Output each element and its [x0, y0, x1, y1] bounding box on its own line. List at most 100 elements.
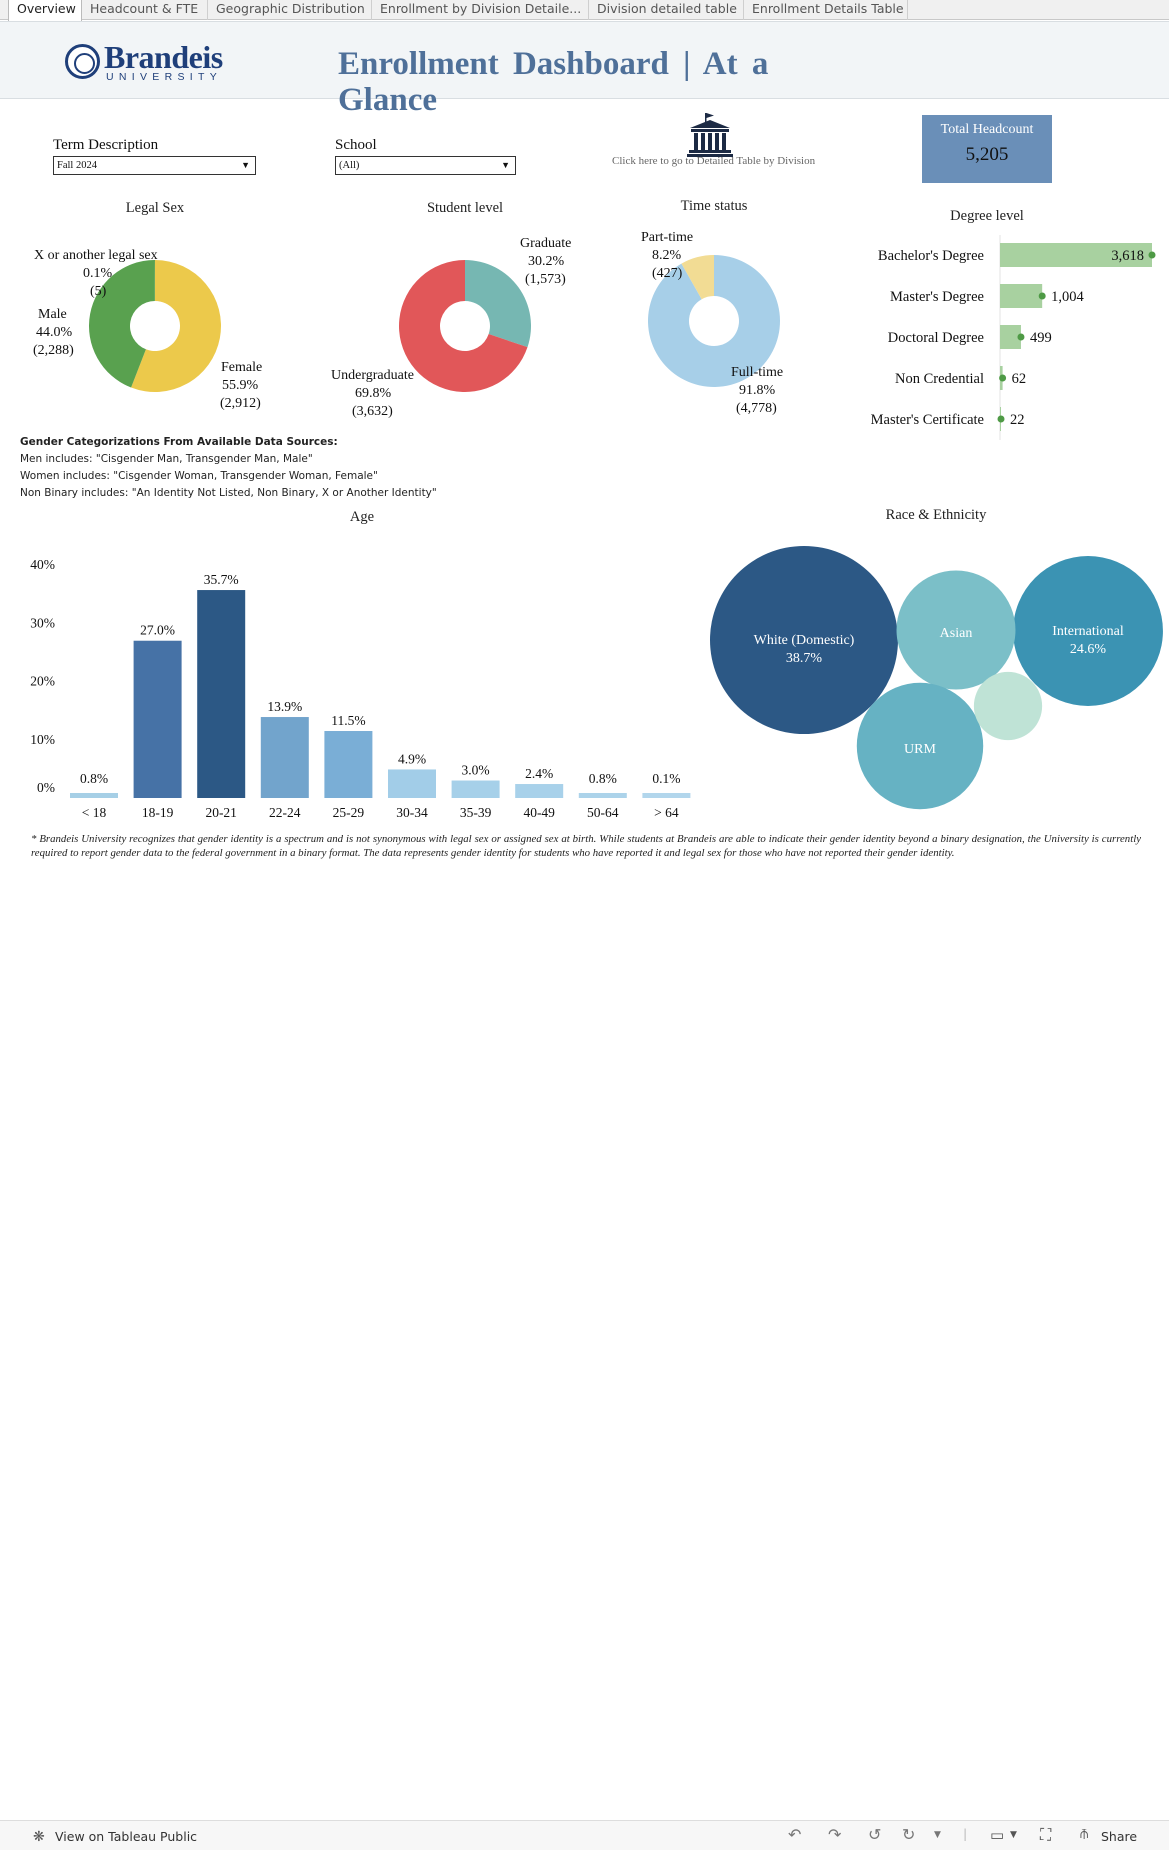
- legal-sex-x-pct: 0.1%: [83, 266, 113, 281]
- school-filter-value: (All): [339, 160, 360, 171]
- time-status-full-time-pct: 91.8%: [739, 383, 776, 398]
- age-chart[interactable]: 0% 10% 20% 30% 40% 0.8% < 18 27.0% 18-19 35.7% 20-…: [0, 520, 700, 825]
- term-filter-label: Term Description: [53, 137, 159, 153]
- degree-category-label: Master's Degree: [890, 289, 984, 305]
- toolbar-divider: |: [963, 1826, 968, 1841]
- share-icon[interactable]: ⫚: [1080, 1826, 1089, 1842]
- degree-category-label: Bachelor's Degree: [878, 248, 984, 264]
- time-status-donut[interactable]: [647, 254, 781, 388]
- gender-notes-nonbinary: Non Binary includes: "An Identity Not Li…: [20, 487, 437, 499]
- race-bubble-international[interactable]: [1013, 556, 1163, 706]
- race-bubble-pct: 24.6%: [1070, 642, 1107, 657]
- undo-icon[interactable]: ↶: [788, 1825, 802, 1844]
- age-bar[interactable]: [515, 784, 564, 798]
- race-bubble-other[interactable]: [973, 671, 1043, 741]
- degree-category-label: Master's Certificate: [871, 412, 984, 428]
- age-y-tick-label: 40%: [30, 557, 55, 572]
- age-bar[interactable]: [133, 640, 182, 798]
- total-headcount-label: Total Headcount: [940, 122, 1034, 137]
- race-bubble-white-domestic-[interactable]: [710, 546, 898, 734]
- building-icon[interactable]: [686, 112, 734, 158]
- age-bar[interactable]: [324, 731, 373, 798]
- age-data-label: 2.4%: [525, 766, 553, 781]
- legal-sex-donut[interactable]: [88, 259, 222, 393]
- revert-icon[interactable]: ↺: [868, 1825, 882, 1844]
- race-bubble-asian[interactable]: [896, 570, 1016, 690]
- time-status-part-time-pct: 8.2%: [652, 248, 682, 263]
- tab-headcount-fte[interactable]: Headcount & FTE: [82, 0, 208, 20]
- age-bar[interactable]: [578, 793, 627, 798]
- age-category-label: 40-49: [523, 805, 555, 820]
- time-status-slice-part-time[interactable]: [681, 255, 714, 300]
- age-category-label: 50-64: [587, 805, 619, 820]
- share-button[interactable]: Share: [1101, 1829, 1138, 1844]
- time-status-slice-full-time[interactable]: [648, 255, 780, 387]
- legal-sex-male-pct: 44.0%: [36, 325, 73, 340]
- race-bubble-urm[interactable]: [856, 682, 984, 810]
- redo-icon[interactable]: ↷: [828, 1825, 842, 1844]
- degree-value-label: 62: [1012, 371, 1027, 387]
- age-bar[interactable]: [260, 717, 309, 798]
- page-title: Enrollment Dashboard | At a Glance: [338, 46, 769, 118]
- degree-bar[interactable]: [1000, 325, 1021, 349]
- race-bubble-pct: 38.7%: [786, 651, 823, 666]
- school-filter-select[interactable]: (All) ▼: [335, 156, 516, 175]
- race-ethnicity-title: Race & Ethnicity: [885, 507, 987, 523]
- tab-enrollment-details-table[interactable]: Enrollment Details Table: [744, 0, 908, 20]
- dashboard-header: Brandeis UNIVERSITY Enrollment Dashboard…: [0, 21, 1169, 118]
- age-bar[interactable]: [642, 793, 691, 798]
- student-level-undergraduate-label: Undergraduate: [331, 368, 414, 383]
- age-category-label: 30-34: [396, 805, 428, 820]
- gender-categorization-notes: Gender Categorizations From Available Da…: [20, 434, 437, 502]
- age-bar[interactable]: [197, 590, 246, 798]
- fullscreen-icon[interactable]: ⛶: [1040, 1825, 1052, 1844]
- tab-geographic-distribution[interactable]: Geographic Distribution: [208, 0, 372, 20]
- tab-enrollment-by-division[interactable]: Enrollment by Division Detaile...: [372, 0, 589, 20]
- detailed-table-link[interactable]: Click here to go to Detailed Table by Di…: [612, 155, 816, 167]
- legal-sex-female-count: (2,912): [220, 396, 261, 411]
- age-data-label: 0.1%: [652, 771, 680, 786]
- term-filter-select[interactable]: Fall 2024 ▼: [53, 156, 256, 175]
- student-level-slice-graduate[interactable]: [465, 260, 531, 348]
- tab-overview[interactable]: Overview: [8, 0, 82, 21]
- age-category-label: 35-39: [460, 805, 492, 820]
- degree-bar-marker: [999, 374, 1007, 382]
- degree-bar[interactable]: [1000, 243, 1152, 267]
- age-data-label: 13.9%: [267, 699, 302, 714]
- age-data-label: 11.5%: [331, 713, 365, 728]
- age-data-label: 0.8%: [589, 771, 617, 786]
- refresh-icon[interactable]: ↻: [902, 1825, 916, 1844]
- refresh-dropdown-icon[interactable]: ▼: [934, 1830, 941, 1840]
- dropdown-arrow-icon: ▼: [241, 160, 250, 170]
- student-level-graduate-label: Graduate: [520, 236, 572, 251]
- student-level-donut[interactable]: [398, 259, 532, 393]
- tab-division-detailed-table[interactable]: Division detailed table: [589, 0, 744, 20]
- student-level-slice-undergraduate[interactable]: [399, 260, 528, 392]
- race-bubble-label: White (Domestic): [754, 633, 855, 648]
- age-y-tick-label: 10%: [30, 732, 55, 747]
- race-ethnicity-bubble-chart[interactable]: White (Domestic) 38.7% International 24.6% A…: [700, 530, 1169, 820]
- degree-level-chart[interactable]: Bachelor's Degree 3,618 Master's Degree 1,0…: [860, 235, 1169, 440]
- age-y-tick-label: 30%: [30, 615, 55, 630]
- time-status-part-time-count: (427): [652, 266, 683, 281]
- age-bar[interactable]: [388, 769, 436, 798]
- age-data-label: 27.0%: [140, 623, 175, 638]
- degree-bar-marker: [997, 415, 1005, 423]
- age-bar[interactable]: [451, 780, 500, 798]
- legal-sex-slice-male[interactable]: [89, 260, 155, 388]
- degree-value-label: 1,004: [1051, 289, 1084, 305]
- age-bar[interactable]: [70, 793, 118, 798]
- legal-sex-x-label: X or another legal sex: [34, 248, 158, 263]
- degree-bar[interactable]: [1000, 284, 1043, 308]
- legal-sex-female-label: Female: [221, 360, 263, 375]
- view-on-tableau-public-link[interactable]: View on Tableau Public: [55, 1829, 198, 1844]
- age-category-label: 20-21: [205, 805, 237, 820]
- race-bubble-label: Asian: [940, 626, 973, 641]
- gender-notes-men: Men includes: "Cisgender Man, Transgende…: [20, 453, 313, 465]
- present-icon[interactable]: ▭: [990, 1826, 1005, 1844]
- dropdown-arrow-icon: ▼: [501, 160, 510, 170]
- legal-sex-slice-female[interactable]: [131, 260, 221, 392]
- student-level-undergraduate-pct: 69.8%: [355, 386, 392, 401]
- present-dropdown-icon[interactable]: ▼: [1010, 1830, 1017, 1840]
- age-chart-title: Age: [349, 509, 375, 525]
